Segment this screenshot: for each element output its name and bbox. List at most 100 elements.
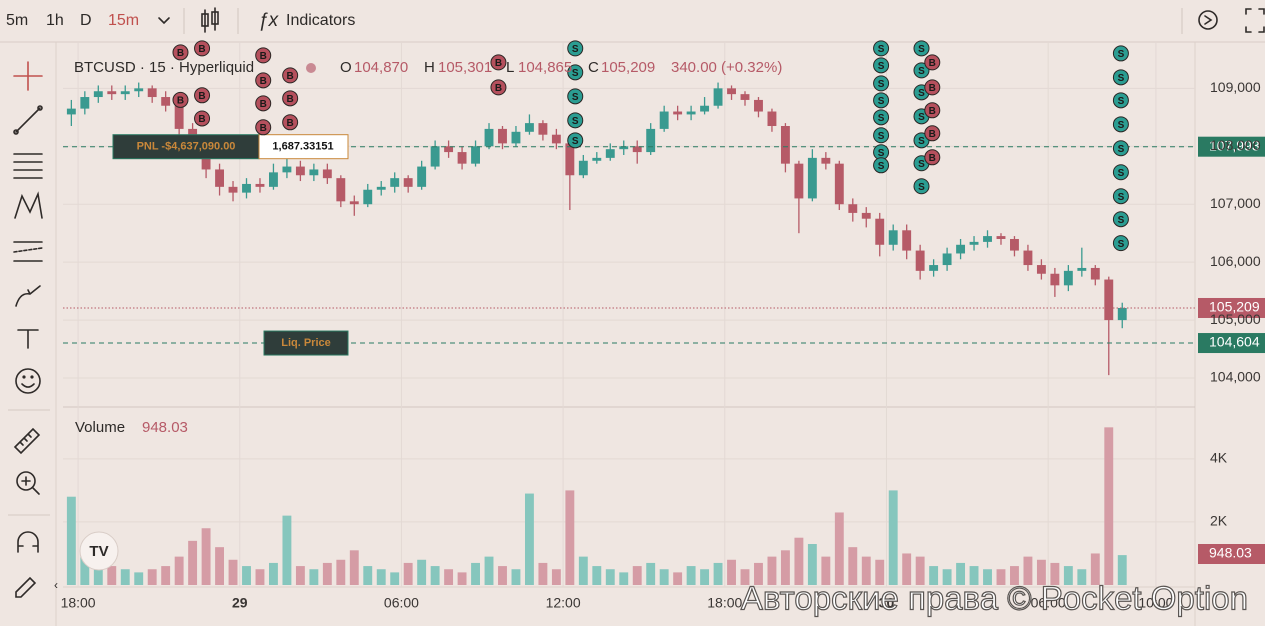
candle-body [498,128,507,144]
replay-button[interactable] [1198,10,1218,30]
symbol: BTCUSD · 15 · Hyperliquid [74,59,254,76]
emoji-tool[interactable] [15,368,41,394]
qty-label[interactable]: 1,687.33151 [272,141,333,153]
interval-dropdown[interactable] [158,17,170,25]
candle-body [754,99,763,112]
qty-box[interactable] [258,134,349,160]
trade-marker-label: B [177,96,184,107]
trade-marker [873,57,890,74]
liq-box[interactable] [263,330,349,356]
trendline-tool[interactable] [13,105,43,135]
volume-bar [915,556,925,585]
x-tick-label: 18:00 [707,595,742,611]
trade-marker-label: B [495,58,502,69]
prediction-tool[interactable] [13,241,43,262]
indicators-button[interactable]: Indicators [286,12,355,29]
trade-marker [194,110,211,127]
interval[interactable]: 5m [6,12,28,29]
volume-bar [295,566,305,585]
volume-bar [956,562,966,585]
candle-body [578,160,588,176]
trade-marker-label: S [1118,144,1125,155]
candle-body [700,105,710,112]
collapse-arrow[interactable]: ‹ [54,578,58,592]
candle-body [686,111,696,115]
x-tick-label: 06:00 [1031,595,1066,611]
interval[interactable]: 1h [46,12,64,29]
volume-bar [336,559,346,585]
interval[interactable]: D [80,12,92,29]
trade-marker-label: B [929,83,936,94]
trade-marker [873,127,890,144]
volume-bar [390,572,400,585]
volume-bar [376,569,386,585]
lock-drawing-tool[interactable] [15,576,37,598]
brush-tool[interactable] [15,285,41,307]
price-line-box [1198,333,1265,354]
trade-marker-label: S [1118,192,1125,203]
volume-bar [700,569,710,585]
price-line-box [1198,297,1265,318]
zoom-tool[interactable] [16,471,40,495]
trade-marker [1112,92,1129,109]
ruler-tool[interactable] [13,427,41,455]
trade-marker-label: B [260,123,267,134]
volume-bar [1050,562,1060,585]
tv-logo[interactable]: TV [79,531,119,571]
trade-marker [255,119,272,136]
volume-bar [228,559,238,585]
candle-body [80,97,90,109]
ohlc-key: O [340,59,352,76]
candle-body [471,146,480,164]
candle-body [269,172,278,187]
chart-type-button[interactable] [201,7,219,33]
trade-marker-label: B [929,106,936,117]
trade-marker-label: S [918,159,925,170]
candle-body [161,97,171,106]
candle-body [255,183,265,187]
crosshair-tool[interactable] [13,61,43,91]
trade-marker-label: S [918,112,925,123]
trade-marker-label: B [198,91,205,102]
volume-bar [834,512,844,585]
volume-bar [780,550,790,585]
trade-marker-label: S [1118,215,1125,226]
fx-icon[interactable]: ƒx [258,10,280,31]
candle-body [174,105,184,129]
liq-label[interactable]: Liq. Price [281,337,331,349]
x-tick-label: 12:00 [546,595,581,611]
candle-body [848,204,858,213]
trade-marker-label: S [878,79,885,90]
volume-bar [996,569,1006,585]
fullscreen-button[interactable] [1245,8,1265,33]
x-tick-label: 30 [879,595,895,611]
trade-marker [1112,164,1129,181]
candle-body [1090,267,1100,280]
trade-marker [913,40,930,57]
volume-value: 948.03 [142,419,188,436]
volume-bar [646,562,656,585]
trade-marker-label: S [1118,239,1125,250]
magnet-tool[interactable] [17,531,39,553]
candle-body [713,88,723,106]
trade-marker-label: S [918,88,925,99]
volume-bar [983,569,992,585]
candle-body [282,166,292,173]
trade-marker-label: S [878,148,885,159]
trade-marker [194,40,211,57]
text-tool[interactable] [17,329,39,349]
interval[interactable]: 15m [108,12,139,29]
volume-bar [1036,559,1046,585]
pnl-label[interactable]: PNL -$4,637,090.00 [137,141,236,153]
candle-body [659,111,669,129]
trade-marker [913,178,930,195]
volume-bar [767,556,777,585]
trade-marker-label: S [1118,168,1125,179]
fib-tool[interactable] [13,153,43,179]
candle-body [956,244,966,254]
candle-body [969,241,979,245]
trade-marker-label: S [878,113,885,124]
pattern-tool[interactable] [14,191,43,219]
pnl-box[interactable] [112,134,260,160]
